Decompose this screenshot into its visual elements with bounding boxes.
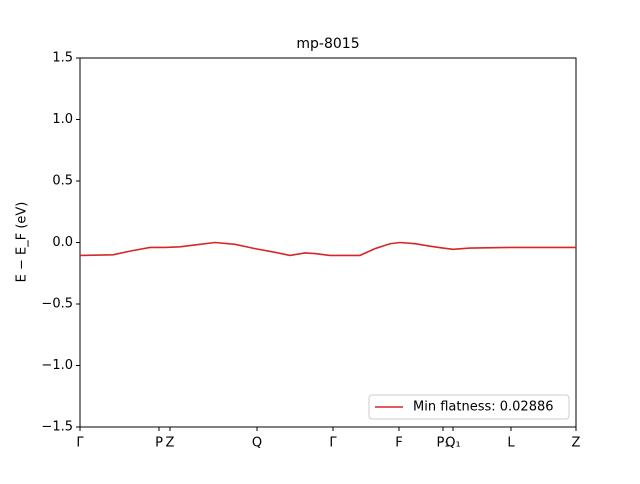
y-tick-label: 0.0 [52,235,73,250]
x-tick-label: P [155,436,163,451]
band-line [79,241,576,257]
x-tick-label: Z [166,436,175,451]
y-tick-label: −1.0 [41,358,73,373]
x-tick-label: F [395,436,402,451]
legend-label: Min flatness: 0.02886 [413,400,554,415]
x-tick-label: Q [252,436,262,451]
y-tick-label: 1.5 [52,51,73,66]
y-tick-label: 1.0 [52,112,73,127]
chart-title: mp-8015 [296,36,359,52]
x-tick-label: Γ [76,436,84,451]
x-tick-label: Γ [329,436,337,451]
y-tick-label: 0.5 [52,174,73,189]
y-tick-label: −1.5 [41,420,73,435]
y-tick-label: −0.5 [41,297,73,312]
x-tick-label: Q₁ [445,436,460,451]
x-tick-label: L [507,436,515,451]
plot-frame [79,57,577,428]
y-axis-label: E − E_F (eV) [15,202,30,283]
legend-box [368,394,570,420]
x-tick-label: P₁ [436,436,449,451]
x-tick-label: Z [572,436,581,451]
